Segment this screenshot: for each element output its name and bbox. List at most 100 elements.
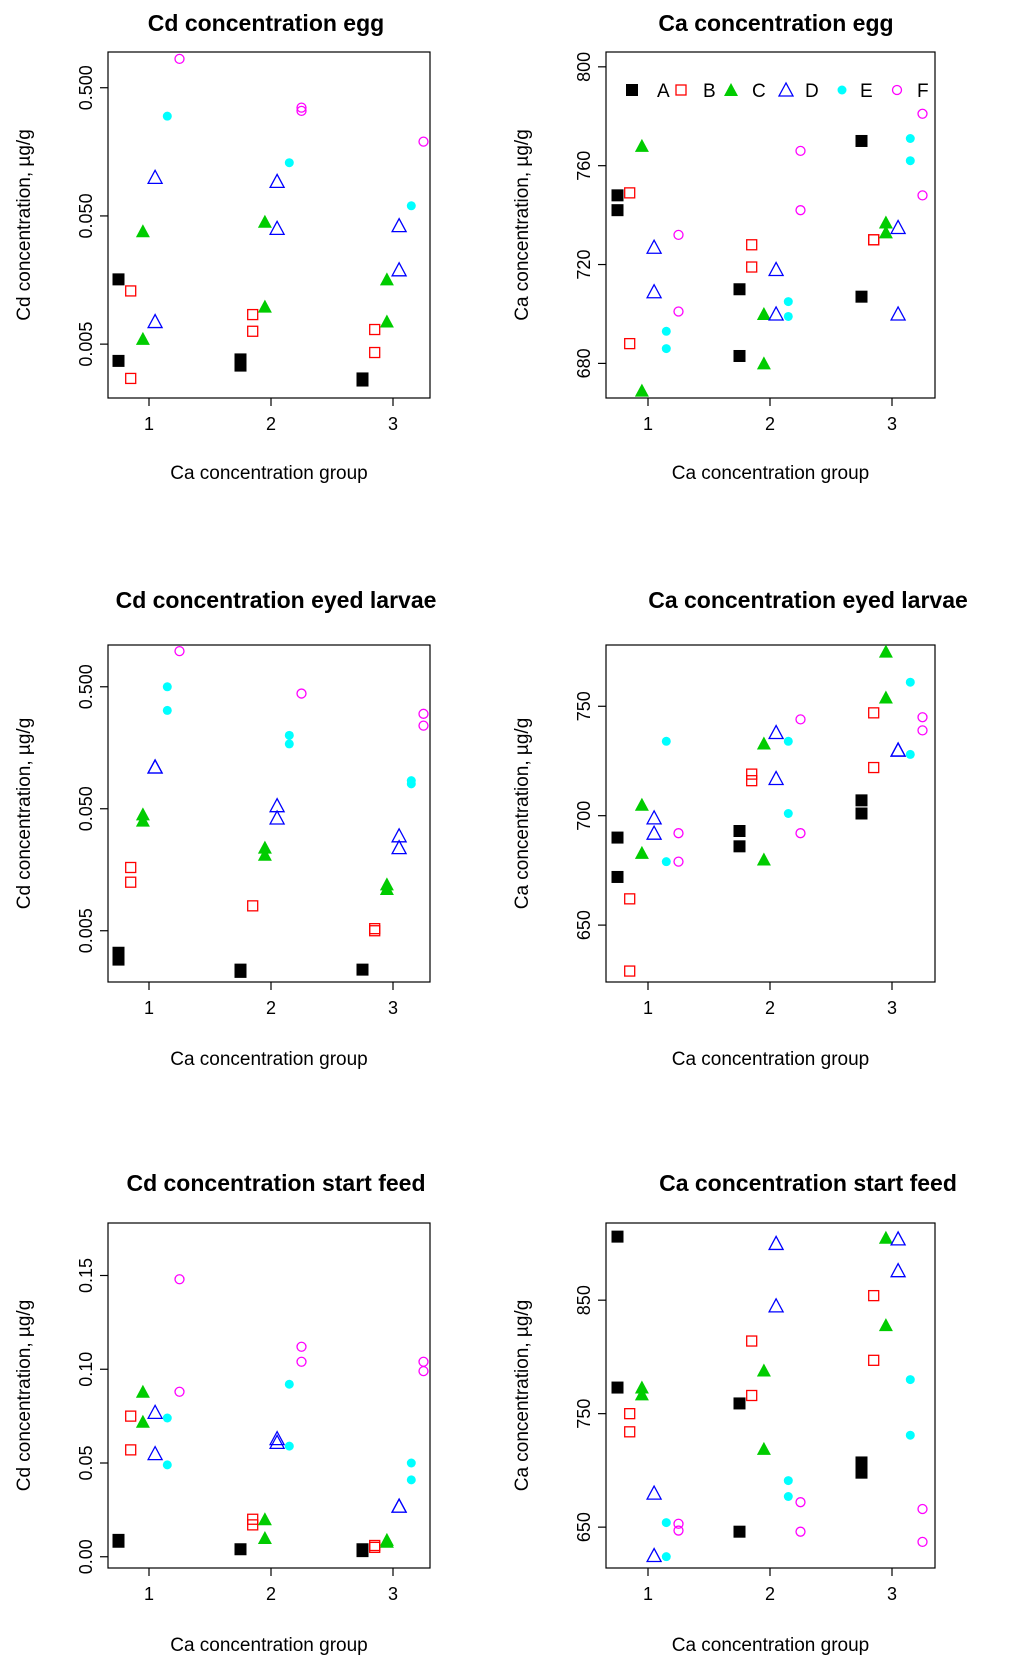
data-point-F xyxy=(296,105,307,117)
data-point-B xyxy=(746,239,758,251)
data-point-A xyxy=(733,825,746,838)
chart-title: Ca concentration start feed xyxy=(659,1170,957,1196)
data-point-F xyxy=(296,1356,307,1367)
x-tick-label: 1 xyxy=(144,1584,154,1604)
data-point-B xyxy=(624,893,636,905)
data-point-D xyxy=(768,770,785,786)
data-point-C xyxy=(634,138,649,152)
data-point-A xyxy=(356,374,369,387)
data-point-B xyxy=(369,346,381,359)
data-point-B xyxy=(868,234,880,246)
y-tick-label: 750 xyxy=(574,691,594,721)
data-point-E xyxy=(661,1552,671,1562)
data-point-B xyxy=(868,1289,880,1302)
data-point-E xyxy=(783,736,793,746)
data-point-E xyxy=(783,1492,793,1502)
y-axis-label: Cd concentration, µg/g xyxy=(14,718,35,910)
data-point-E xyxy=(905,134,915,143)
data-point-A xyxy=(611,870,624,883)
y-axis-label: Cd concentration, µg/g xyxy=(14,129,35,321)
y-axis-label: Ca concentration, µg/g xyxy=(512,129,533,321)
legend-marker-F xyxy=(891,84,903,96)
x-tick-label: 3 xyxy=(388,998,398,1018)
data-point-C xyxy=(634,845,649,859)
chart-title: Cd concentration eyed larvae xyxy=(116,587,437,613)
data-point-F xyxy=(917,712,928,723)
legend-marker-C xyxy=(724,83,738,96)
legend-marker-B xyxy=(675,84,687,96)
legend-label: E xyxy=(860,81,873,102)
data-point-E xyxy=(905,1375,915,1385)
data-point-D xyxy=(646,1484,663,1500)
x-tick-label: 1 xyxy=(643,414,653,434)
data-point-A xyxy=(855,290,868,303)
data-point-F xyxy=(673,229,684,241)
data-point-A xyxy=(855,134,868,147)
y-tick-label: 0.050 xyxy=(76,193,96,238)
legend-label: C xyxy=(752,81,766,102)
data-point-D xyxy=(269,219,286,236)
y-axis-label: Ca concentration, µg/g xyxy=(512,718,533,910)
y-tick-label: 0.500 xyxy=(76,664,96,709)
data-point-D xyxy=(391,261,408,277)
data-point-B xyxy=(624,187,636,199)
x-tick-label: 1 xyxy=(144,414,154,434)
data-point-E xyxy=(406,779,416,789)
data-point-C xyxy=(756,306,771,320)
data-point-A xyxy=(356,963,369,976)
chart-title: Ca concentration eyed larvae xyxy=(648,587,968,613)
data-point-C xyxy=(135,1414,150,1428)
data-point-F xyxy=(174,1386,185,1397)
data-point-A xyxy=(611,189,624,202)
data-point-C xyxy=(756,852,771,866)
data-point-D xyxy=(391,839,408,855)
y-tick-label: 850 xyxy=(574,1285,594,1315)
data-point-F xyxy=(795,205,806,216)
data-point-A xyxy=(855,1456,868,1469)
data-point-B xyxy=(624,965,636,977)
legend-label: A xyxy=(657,81,670,102)
data-point-D xyxy=(890,741,907,757)
data-point-F xyxy=(917,190,928,201)
data-point-B xyxy=(746,1389,758,1402)
legend-marker-E xyxy=(837,85,847,95)
data-point-D xyxy=(768,261,785,277)
legend-label: F xyxy=(917,81,929,102)
x-tick-label: 1 xyxy=(643,998,653,1018)
plot-box xyxy=(107,51,431,399)
y-tick-label: 0.10 xyxy=(76,1352,96,1387)
data-point-B xyxy=(125,1444,137,1456)
y-tick-label: 0.00 xyxy=(76,1539,96,1574)
data-point-C xyxy=(634,1387,649,1401)
data-point-F xyxy=(418,136,429,147)
data-point-D xyxy=(890,219,907,235)
data-point-E xyxy=(162,1460,172,1470)
legend-marker-D xyxy=(777,81,795,97)
data-point-E xyxy=(406,1475,416,1485)
data-point-B xyxy=(369,925,381,937)
data-point-E xyxy=(783,311,793,321)
x-tick-label: 2 xyxy=(266,1584,276,1604)
y-tick-label: 0.500 xyxy=(76,65,96,110)
data-point-B xyxy=(247,900,259,912)
data-point-E xyxy=(661,1518,671,1528)
data-point-B xyxy=(624,1426,636,1438)
x-tick-label: 3 xyxy=(388,1584,398,1604)
data-point-A xyxy=(112,273,125,286)
data-point-F xyxy=(673,856,684,867)
data-point-D xyxy=(768,1297,785,1313)
data-point-B xyxy=(247,325,259,337)
x-tick-label: 3 xyxy=(887,414,897,434)
data-point-C xyxy=(257,1512,272,1526)
data-point-C xyxy=(379,272,394,286)
data-point-B xyxy=(125,372,137,385)
chart-title: Ca concentration egg xyxy=(658,10,893,36)
data-point-A xyxy=(112,953,125,966)
data-point-E xyxy=(162,682,172,692)
data-point-C xyxy=(135,1384,150,1398)
data-point-E xyxy=(905,156,915,166)
data-point-A xyxy=(234,359,247,372)
data-point-B xyxy=(868,1354,880,1366)
x-axis-label: Ca concentration group xyxy=(170,1635,368,1656)
